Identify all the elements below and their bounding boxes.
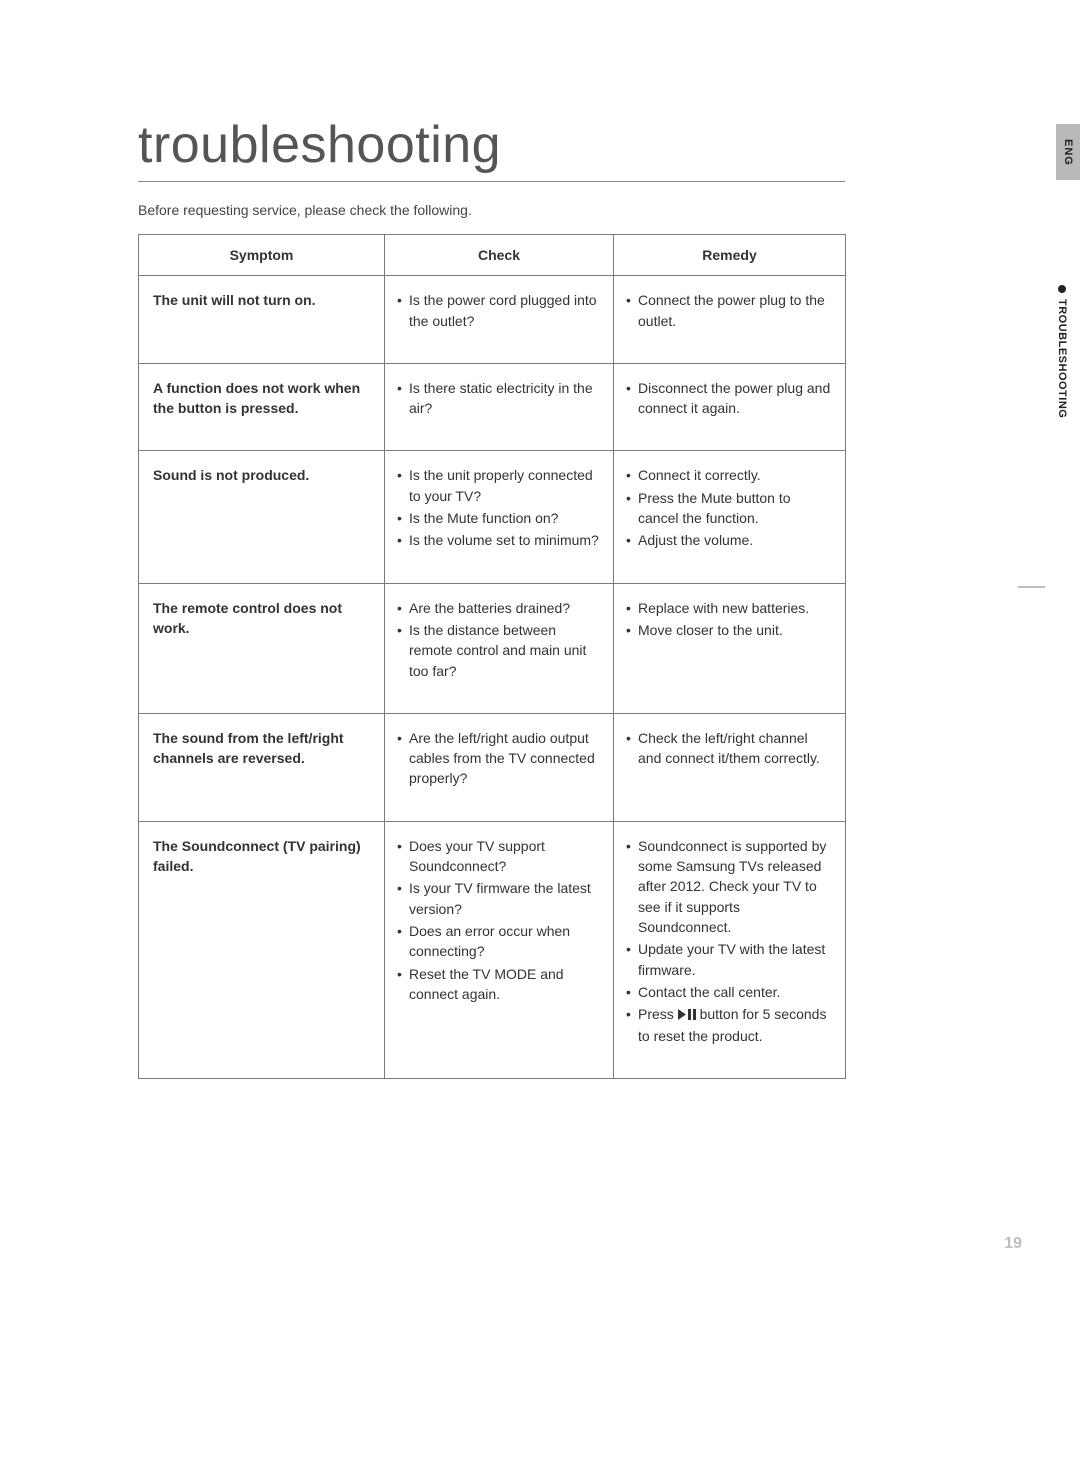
check-cell: Is the power cord plugged into the outle… <box>385 276 614 364</box>
list-item: Is the Mute function on? <box>397 508 601 528</box>
table-row: The Soundconnect (TV pairing) failed.Doe… <box>139 821 846 1078</box>
list-item: Is the power cord plugged into the outle… <box>397 290 601 331</box>
table-row: The remote control does not work.Are the… <box>139 583 846 713</box>
section-tab: TROUBLESHOOTING <box>1056 285 1068 418</box>
list-item: Press the Mute button to cancel the func… <box>626 488 833 529</box>
language-tab: ENG <box>1056 124 1080 180</box>
list-item: Are the batteries drained? <box>397 598 601 618</box>
remedy-cell: Check the left/right channel and connect… <box>614 713 846 821</box>
check-cell: Is there static electricity in the air? <box>385 363 614 451</box>
list-item: Disconnect the power plug and connect it… <box>626 378 833 419</box>
remedy-cell: Disconnect the power plug and connect it… <box>614 363 846 451</box>
list-item: Move closer to the unit. <box>626 620 833 640</box>
table-row: The sound from the left/right channels a… <box>139 713 846 821</box>
list-item: Check the left/right channel and connect… <box>626 728 833 769</box>
list-item: Connect the power plug to the outlet. <box>626 290 833 331</box>
remedy-cell: Connect it correctly. Press the Mute butt… <box>614 451 846 583</box>
table-header-row: Symptom Check Remedy <box>139 235 846 276</box>
page-number: 19 <box>1004 1235 1022 1253</box>
list-item: Update your TV with the latest firmware. <box>626 939 833 980</box>
check-cell: Is the unit properly connected to your T… <box>385 451 614 583</box>
remedy-cell: Soundconnect is supported by some Samsun… <box>614 821 846 1078</box>
list-item: Reset the TV MODE and connect again. <box>397 964 601 1005</box>
list-item: Contact the call center. <box>626 982 833 1002</box>
title-underline <box>138 181 845 182</box>
list-item: Does your TV support Soundconnect? <box>397 836 601 877</box>
symptom-cell: The Soundconnect (TV pairing) failed. <box>139 821 385 1078</box>
bullet-icon <box>1058 285 1066 293</box>
remedy-cell: Replace with new batteries.Move closer t… <box>614 583 846 713</box>
remedy-cell: Connect the power plug to the outlet. <box>614 276 846 364</box>
list-item: Is there static electricity in the air? <box>397 378 601 419</box>
list-item: Press button for 5 seconds to reset the … <box>626 1004 833 1046</box>
table-row: Sound is not produced. Is the unit proper… <box>139 451 846 583</box>
check-cell: Does your TV support Soundconnect?Is you… <box>385 821 614 1078</box>
header-symptom: Symptom <box>139 235 385 276</box>
list-item: Is your TV firmware the latest version? <box>397 878 601 919</box>
symptom-cell: The remote control does not work. <box>139 583 385 713</box>
play-pause-icon <box>678 1005 696 1025</box>
list-item: Is the volume set to minimum? <box>397 530 601 550</box>
list-item: Soundconnect is supported by some Samsun… <box>626 836 833 937</box>
side-divider <box>1018 586 1045 588</box>
symptom-cell: Sound is not produced. <box>139 451 385 583</box>
list-item: Is the distance between remote control a… <box>397 620 601 681</box>
symptom-cell: The unit will not turn on. <box>139 276 385 364</box>
section-tab-label: TROUBLESHOOTING <box>1056 299 1068 418</box>
list-item: Does an error occur when connecting? <box>397 921 601 962</box>
list-item: Are the left/right audio output cables f… <box>397 728 601 789</box>
troubleshooting-table: Symptom Check Remedy The unit will not t… <box>138 234 846 1079</box>
list-item: Is the unit properly connected to your T… <box>397 465 601 506</box>
intro-text: Before requesting service, please check … <box>138 202 950 218</box>
header-remedy: Remedy <box>614 235 846 276</box>
list-item: Replace with new batteries. <box>626 598 833 618</box>
symptom-cell: A function does not work when the button… <box>139 363 385 451</box>
table-row: The unit will not turn on. Is the power c… <box>139 276 846 364</box>
symptom-cell: The sound from the left/right channels a… <box>139 713 385 821</box>
list-item: Adjust the volume. <box>626 530 833 550</box>
list-item: Connect it correctly. <box>626 465 833 485</box>
page-title: troubleshooting <box>138 115 950 175</box>
check-cell: Are the left/right audio output cables f… <box>385 713 614 821</box>
header-check: Check <box>385 235 614 276</box>
table-row: A function does not work when the button… <box>139 363 846 451</box>
check-cell: Are the batteries drained?Is the distanc… <box>385 583 614 713</box>
